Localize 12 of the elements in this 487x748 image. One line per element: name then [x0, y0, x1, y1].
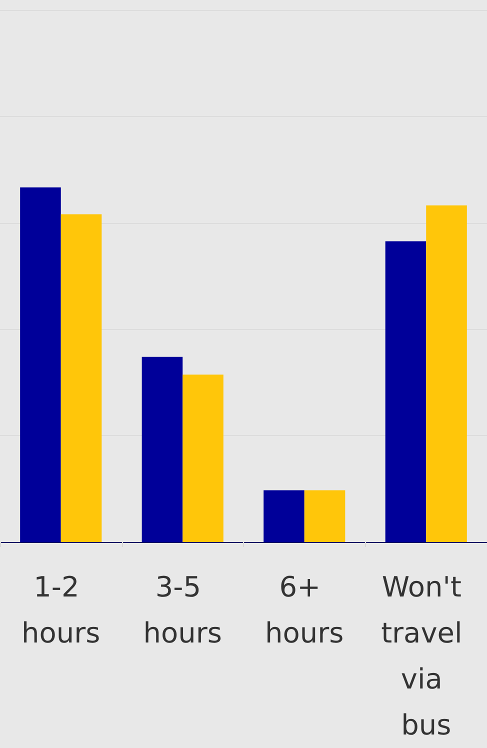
x-tick-label: 1-2 hours [22, 570, 100, 650]
bar [182, 374, 224, 542]
bar [385, 241, 426, 542]
x-tick-label: 3-5 hours [143, 570, 222, 650]
bar [304, 490, 346, 542]
bar [264, 490, 304, 542]
bar [60, 214, 102, 542]
x-tick-label: 6+ hours [265, 570, 344, 650]
bar [20, 187, 61, 542]
x-tick-label: Won't travel via bus [381, 570, 472, 742]
bar [142, 356, 183, 542]
bar [426, 205, 467, 542]
